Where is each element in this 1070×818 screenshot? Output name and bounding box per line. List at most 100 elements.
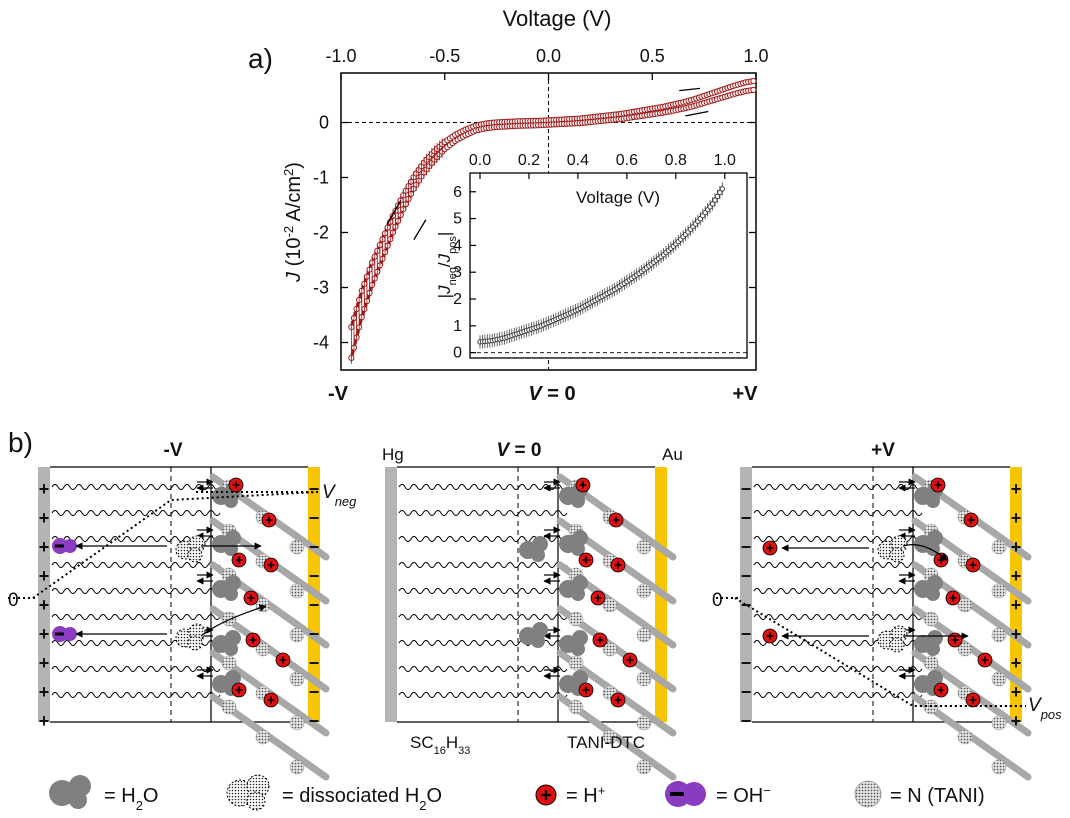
sweep-arrow <box>679 87 701 92</box>
proton-sign <box>579 481 587 489</box>
nitrogen-atom <box>289 759 305 775</box>
sweep-arrow <box>685 110 709 117</box>
alkyl-chain <box>753 666 923 672</box>
top-axis-ticks: -1.0 -0.5 0.0 0.5 1.0 <box>325 46 769 80</box>
inset-data-point <box>719 186 725 192</box>
hydroxide-release-arrow <box>902 544 948 561</box>
y-tick-label: -4 <box>313 333 329 353</box>
nitrogen-atom <box>991 539 1007 555</box>
nitrogen-atom <box>289 671 305 687</box>
alkyl-chain <box>753 588 923 594</box>
nitrogen-atom <box>602 597 618 613</box>
legend-proton-label: = H+ <box>566 783 605 808</box>
water-molecule <box>572 670 588 686</box>
nitrogen-atom <box>636 627 652 643</box>
y-tick-label: -2 <box>313 223 329 243</box>
proton-sign <box>247 594 255 602</box>
nitrogen-atom <box>289 627 305 643</box>
water-molecule <box>531 548 545 562</box>
water-molecule <box>225 670 241 686</box>
hg-surface-charge: − <box>741 682 752 702</box>
nitrogen-atom <box>957 729 973 745</box>
proton-sign <box>969 561 977 569</box>
y-axis-ticks: 0 -1 -2 -3 -4 <box>313 113 756 353</box>
proton-sign <box>937 686 945 694</box>
au-surface-charge: + <box>1011 711 1022 731</box>
inset-x-tick-label: 0.8 <box>665 152 687 169</box>
hydroxide-hydrogen <box>63 627 77 641</box>
hg-surface-charge: − <box>741 711 752 731</box>
inset-y-tick-label: 4 <box>453 237 462 254</box>
nitrogen-atom <box>991 627 1007 643</box>
hydroxide-sign <box>55 544 64 548</box>
nitrogen-atom <box>255 597 271 613</box>
nitrogen-atom <box>923 611 939 627</box>
alkyl-chain <box>51 614 221 620</box>
proton-sign <box>967 516 975 524</box>
hg-surface-charge: + <box>39 566 50 586</box>
proton-sign <box>582 556 590 564</box>
y-axis-label: J (10-2 A/cm2) <box>281 162 306 283</box>
au-surface-charge: + <box>1011 624 1022 644</box>
proton-sign <box>596 636 604 644</box>
nitrogen-atom <box>602 729 618 745</box>
inset-x-tick-label: 0.4 <box>567 152 589 169</box>
hg-surface-charge: + <box>39 537 50 557</box>
alkyl-chain <box>753 484 923 490</box>
nitrogen-atom <box>636 715 652 731</box>
inset-x-tick-label: 0.2 <box>518 152 540 169</box>
au-label: Au <box>662 445 683 464</box>
water-molecule <box>926 587 940 601</box>
alkyl-chain <box>51 588 221 594</box>
proton-sign <box>232 481 240 489</box>
right-zero-label: 0 <box>712 590 723 611</box>
nitrogen-atom <box>636 759 652 775</box>
hydroxide-hydrogen <box>63 539 77 553</box>
nitrogen-atom <box>568 655 584 671</box>
legend-water-icon <box>49 775 91 809</box>
au-surface-charge: + <box>1011 653 1022 673</box>
proton-sign <box>267 561 275 569</box>
au-surface-charge: + <box>1011 566 1022 586</box>
hg-surface-charge: − <box>741 479 752 499</box>
water-molecule <box>927 670 943 686</box>
legend-hydroxide-icon <box>665 781 706 807</box>
proton-sign <box>766 632 774 640</box>
nitrogen-atom <box>255 729 271 745</box>
inset-y-tick-label: 0 <box>453 345 462 362</box>
proton-sign <box>614 561 622 569</box>
inset-plot-area <box>470 182 747 354</box>
hg-surface-charge: + <box>39 711 50 731</box>
legend-water-label: = H2O <box>104 785 158 813</box>
alkyl-chain <box>398 562 568 568</box>
nitrogen-atom <box>957 641 973 657</box>
label-pos-v: +V <box>732 383 758 405</box>
inset-y-tick-label: 5 <box>453 211 462 228</box>
au-surface-charge: − <box>309 711 320 731</box>
jv-data-point <box>750 86 757 94</box>
hg-surface-charge: + <box>39 682 50 702</box>
legend-dissociated-label: = dissociated H2O <box>282 785 442 813</box>
inset-x-ticks: 0.0 0.2 0.4 0.6 0.8 1.0 <box>469 152 736 179</box>
proton-sign <box>235 556 243 564</box>
au-surface-charge: + <box>1011 479 1022 499</box>
nitrogen-atom <box>221 655 237 671</box>
schematic-left-title: -V <box>164 440 183 461</box>
nitrogen-atom <box>289 539 305 555</box>
alkyl-chain <box>398 588 568 594</box>
hg-surface-charge: + <box>39 479 50 499</box>
legend-hydroxide-label: = OH− <box>716 783 771 808</box>
proton-sign <box>766 544 774 552</box>
proton-sign <box>614 696 622 704</box>
inset-y-tick-label: 6 <box>453 184 462 201</box>
inset-x-tick-label: 0.0 <box>469 152 491 169</box>
dissociated-water-molecule <box>187 547 203 563</box>
mercury-electrode <box>385 467 397 722</box>
legend-proton-icon <box>535 784 557 806</box>
proton-release-arrow <box>200 604 267 637</box>
mercury-electrode <box>740 467 752 722</box>
water-molecule <box>571 542 585 556</box>
nitrogen-atom <box>289 715 305 731</box>
water-molecule <box>224 587 238 601</box>
proton-sign <box>582 686 590 694</box>
